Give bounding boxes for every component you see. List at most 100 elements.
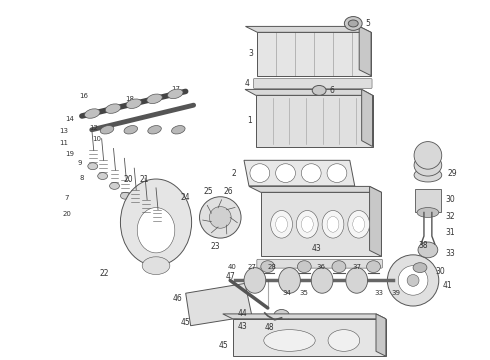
Ellipse shape bbox=[388, 255, 439, 306]
Ellipse shape bbox=[398, 266, 428, 295]
Text: 35: 35 bbox=[300, 290, 309, 296]
Ellipse shape bbox=[311, 267, 333, 293]
Ellipse shape bbox=[296, 211, 318, 238]
Text: 48: 48 bbox=[265, 323, 274, 332]
Ellipse shape bbox=[346, 267, 368, 293]
Text: 45: 45 bbox=[181, 318, 191, 327]
Text: 39: 39 bbox=[392, 290, 401, 296]
Ellipse shape bbox=[327, 164, 347, 183]
Text: 3: 3 bbox=[248, 49, 253, 58]
Polygon shape bbox=[186, 283, 252, 326]
Text: 34: 34 bbox=[282, 290, 291, 296]
Text: 8: 8 bbox=[79, 175, 84, 181]
Ellipse shape bbox=[121, 179, 192, 266]
Text: 15: 15 bbox=[87, 110, 96, 116]
Text: 36: 36 bbox=[317, 264, 326, 270]
Text: 20: 20 bbox=[63, 211, 72, 217]
Text: 4: 4 bbox=[245, 79, 249, 88]
Text: 13: 13 bbox=[60, 128, 69, 134]
Text: 14: 14 bbox=[66, 116, 74, 122]
Ellipse shape bbox=[348, 211, 369, 238]
Polygon shape bbox=[369, 186, 381, 256]
Ellipse shape bbox=[152, 222, 162, 229]
Text: 45: 45 bbox=[219, 341, 229, 350]
Text: 41: 41 bbox=[443, 281, 452, 290]
Ellipse shape bbox=[124, 126, 138, 134]
Ellipse shape bbox=[301, 164, 321, 183]
Ellipse shape bbox=[137, 208, 175, 253]
Ellipse shape bbox=[301, 216, 313, 232]
Text: 12: 12 bbox=[89, 125, 98, 131]
Ellipse shape bbox=[100, 126, 114, 134]
Text: 30: 30 bbox=[436, 267, 445, 276]
FancyBboxPatch shape bbox=[257, 259, 382, 268]
Ellipse shape bbox=[130, 202, 140, 209]
Ellipse shape bbox=[334, 359, 344, 360]
Polygon shape bbox=[233, 319, 386, 356]
Text: 10: 10 bbox=[92, 136, 101, 141]
Ellipse shape bbox=[98, 172, 108, 180]
Text: 25: 25 bbox=[204, 187, 213, 196]
Ellipse shape bbox=[168, 89, 183, 99]
Ellipse shape bbox=[413, 263, 427, 273]
Text: 17: 17 bbox=[172, 86, 180, 93]
Text: 7: 7 bbox=[65, 195, 69, 201]
Text: 31: 31 bbox=[446, 228, 455, 237]
Ellipse shape bbox=[264, 330, 315, 351]
Ellipse shape bbox=[121, 192, 130, 199]
Text: 46: 46 bbox=[173, 294, 183, 303]
Text: 22: 22 bbox=[100, 269, 109, 278]
Text: 16: 16 bbox=[79, 93, 88, 99]
Text: 23: 23 bbox=[211, 242, 220, 251]
Ellipse shape bbox=[276, 216, 288, 232]
Ellipse shape bbox=[274, 310, 290, 322]
Ellipse shape bbox=[85, 109, 100, 118]
Ellipse shape bbox=[367, 261, 380, 273]
Polygon shape bbox=[245, 89, 372, 95]
Text: 44: 44 bbox=[238, 309, 247, 318]
Ellipse shape bbox=[327, 216, 339, 232]
Polygon shape bbox=[245, 26, 371, 32]
Ellipse shape bbox=[199, 197, 241, 238]
Ellipse shape bbox=[279, 267, 300, 293]
Polygon shape bbox=[261, 192, 381, 256]
Ellipse shape bbox=[414, 154, 442, 176]
Ellipse shape bbox=[209, 207, 231, 228]
Ellipse shape bbox=[142, 257, 170, 275]
Ellipse shape bbox=[353, 216, 365, 232]
Text: 24: 24 bbox=[181, 193, 191, 202]
Polygon shape bbox=[376, 314, 386, 356]
Ellipse shape bbox=[328, 330, 360, 351]
Text: 5: 5 bbox=[365, 19, 370, 28]
Ellipse shape bbox=[244, 267, 266, 293]
Polygon shape bbox=[362, 89, 372, 147]
Text: 33: 33 bbox=[446, 249, 455, 258]
Ellipse shape bbox=[417, 208, 439, 217]
Text: 40: 40 bbox=[228, 264, 237, 270]
Polygon shape bbox=[257, 32, 371, 76]
Text: 18: 18 bbox=[125, 96, 134, 102]
Ellipse shape bbox=[332, 261, 346, 273]
Ellipse shape bbox=[297, 261, 311, 273]
Text: 38: 38 bbox=[418, 242, 428, 251]
Ellipse shape bbox=[147, 94, 162, 104]
Ellipse shape bbox=[344, 17, 362, 30]
Ellipse shape bbox=[348, 20, 358, 27]
Polygon shape bbox=[244, 160, 355, 186]
Ellipse shape bbox=[141, 212, 151, 219]
Text: 19: 19 bbox=[66, 152, 74, 157]
Polygon shape bbox=[249, 186, 381, 192]
Ellipse shape bbox=[414, 168, 442, 182]
Ellipse shape bbox=[105, 104, 121, 113]
Polygon shape bbox=[256, 95, 372, 147]
Ellipse shape bbox=[312, 85, 326, 95]
Text: 1: 1 bbox=[247, 116, 252, 125]
Ellipse shape bbox=[414, 141, 442, 169]
Ellipse shape bbox=[407, 275, 419, 286]
Ellipse shape bbox=[250, 164, 270, 183]
Text: 11: 11 bbox=[60, 140, 69, 145]
Ellipse shape bbox=[261, 261, 275, 273]
Ellipse shape bbox=[172, 126, 185, 134]
Text: 26: 26 bbox=[223, 187, 233, 196]
Ellipse shape bbox=[322, 211, 344, 238]
